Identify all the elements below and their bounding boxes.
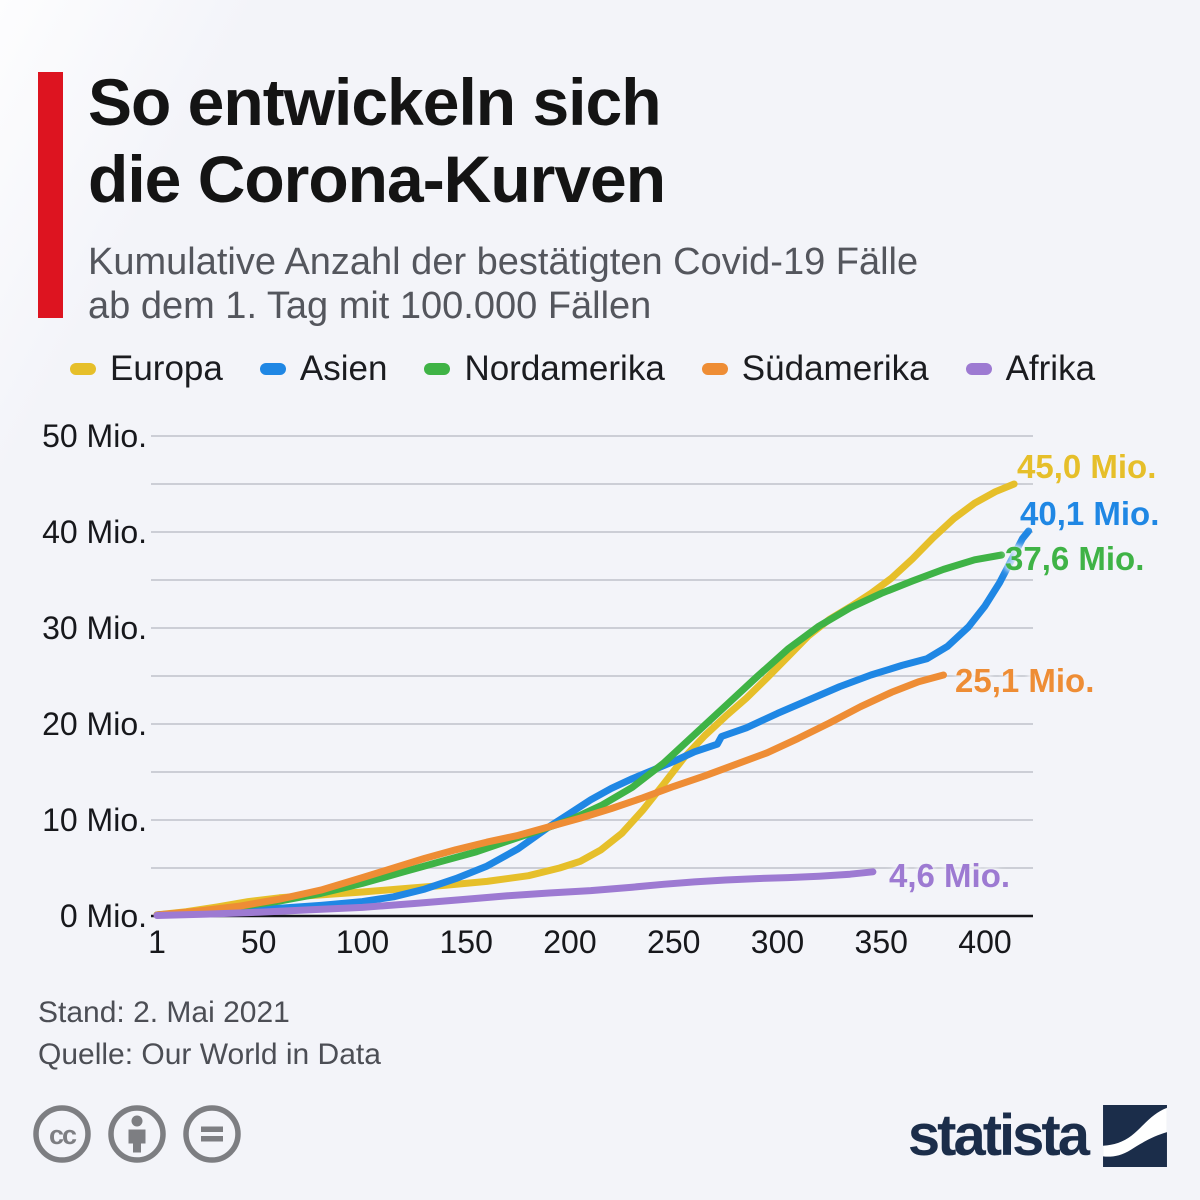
svg-text:cc: cc <box>49 1120 77 1150</box>
source-note: Quelle: Our World in Data <box>38 1038 381 1071</box>
x-tick-label: 150 <box>439 924 493 960</box>
x-tick-label: 100 <box>335 924 390 960</box>
x-tick-label: 250 <box>647 924 701 960</box>
y-tick-label: 30 Mio. <box>42 610 147 646</box>
statista-logo-icon <box>1103 1105 1167 1167</box>
x-tick-label: 50 <box>240 924 277 960</box>
legend-swatch-icon <box>259 363 286 375</box>
y-tick-label: 10 Mio. <box>42 802 147 838</box>
subtitle-line-2: ab dem 1. Tag mit 100.000 Fällen <box>88 285 652 327</box>
legend-label: Südamerika <box>741 349 929 388</box>
line-europa <box>153 480 1018 919</box>
legend-item-europa: Europa <box>70 349 223 389</box>
x-tick-label: 200 <box>543 924 597 960</box>
legend-swatch-icon <box>70 363 96 375</box>
statista-brand: statista <box>908 1104 1167 1168</box>
y-tick-label: 20 Mio. <box>42 706 147 742</box>
legend-label: Asien <box>299 349 388 388</box>
end-value-label-nordamerika: 37,6 Mio. <box>1005 540 1145 577</box>
y-tick-label: 40 Mio. <box>42 514 147 550</box>
end-value-label-afrika: 4,6 Mio. <box>889 857 1011 894</box>
x-tick-label: 1 <box>148 924 166 960</box>
line-asien <box>153 527 1033 919</box>
legend-label: Europa <box>110 349 223 388</box>
x-tick-label: 400 <box>958 924 1012 960</box>
cc-icon: cc <box>33 1105 91 1163</box>
legend-item-afrika: Afrika <box>965 349 1096 389</box>
title-line-2: die Corona-Kurven <box>88 142 666 216</box>
title-line-1: So entwickeln sich <box>88 65 662 139</box>
page-title: So entwickeln sich die Corona-Kurven <box>88 64 666 218</box>
line-nordamerika <box>153 551 1006 919</box>
license-icons: cc <box>32 1104 242 1164</box>
legend-swatch-icon <box>701 363 728 375</box>
end-value-label-südamerika: 25,1 Mio. <box>955 662 1095 699</box>
accent-bar <box>38 72 63 318</box>
legend-label: Afrika <box>1005 349 1096 388</box>
end-value-label-asien: 40,1 Mio. <box>1020 495 1160 532</box>
end-value-label-europa: 45,0 Mio. <box>1017 448 1157 485</box>
y-tick-label: 0 Mio. <box>59 898 147 934</box>
legend-swatch-icon <box>424 363 451 375</box>
legend-item-südamerika: Südamerika <box>701 349 929 389</box>
nd-equals-icon <box>183 1105 241 1163</box>
x-tick-label: 300 <box>750 924 805 960</box>
chart-footer: Stand: 2. Mai 2021 Quelle: Our World in … <box>38 992 381 1076</box>
x-tick-label: 350 <box>854 924 908 960</box>
line-südamerika <box>153 671 947 919</box>
by-person-icon <box>108 1105 166 1163</box>
legend-item-asien: Asien <box>259 349 388 389</box>
subtitle-line-1: Kumulative Anzahl der bestätigten Covid-… <box>88 241 919 283</box>
stand-note: Stand: 2. Mai 2021 <box>38 996 290 1029</box>
legend-item-nordamerika: Nordamerika <box>424 349 665 389</box>
chart-legend: Europa Asien Nordamerika Südamerika Afrika <box>70 349 1096 389</box>
legend-label: Nordamerika <box>464 349 665 388</box>
line-afrika <box>153 868 877 919</box>
legend-swatch-icon <box>965 363 992 375</box>
y-tick-label: 50 Mio. <box>42 418 147 454</box>
statista-wordmark: statista <box>907 1103 1090 1168</box>
chart-subtitle: Kumulative Anzahl der bestätigten Covid-… <box>88 240 918 328</box>
